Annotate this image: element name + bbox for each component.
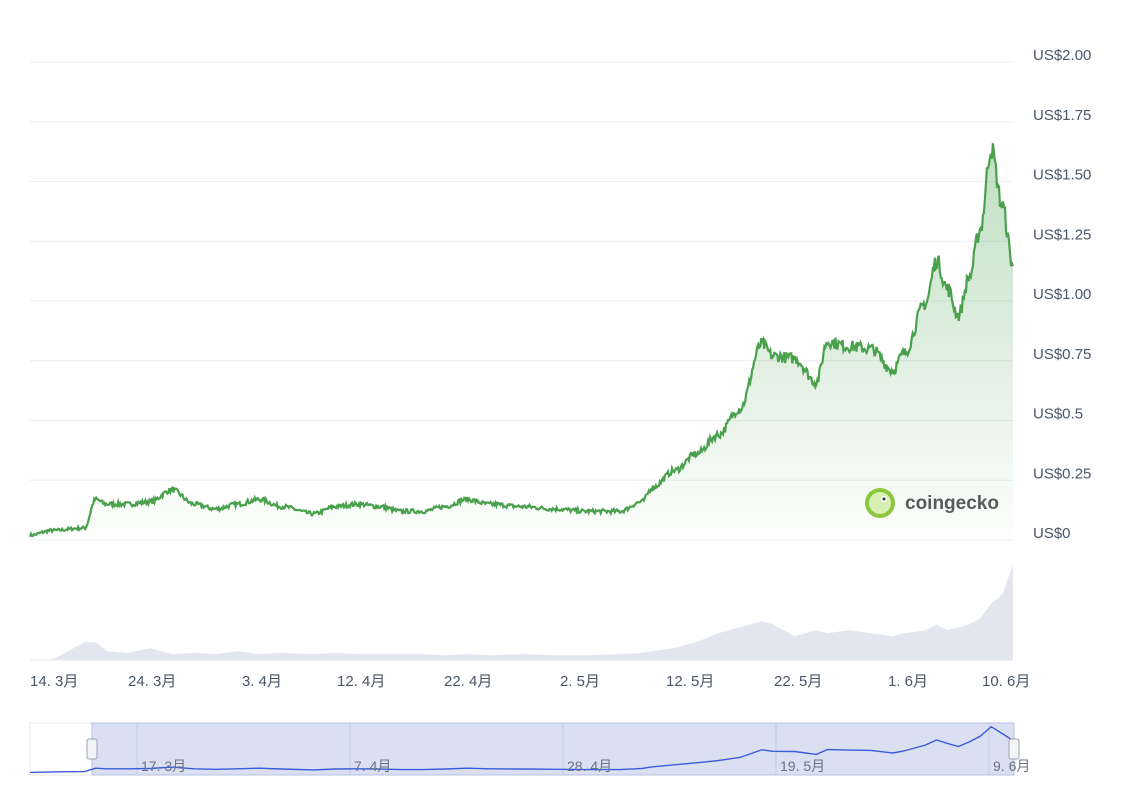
x-tick-label: 24. 3月	[128, 673, 176, 690]
y-tick-label: US$1.75	[1033, 107, 1091, 124]
navigator-tick-label: 28. 4月	[567, 758, 612, 774]
x-tick-label: 12. 5月	[666, 673, 714, 690]
navigator-left-handle[interactable]	[86, 738, 98, 760]
navigator-line	[29, 725, 1014, 774]
y-tick-label: US$0.75	[1033, 346, 1091, 363]
volume-area	[30, 565, 1013, 660]
x-tick-label: 14. 3月	[30, 673, 78, 690]
y-tick-label: US$1.50	[1033, 167, 1091, 184]
y-tick-label: US$2.00	[1033, 47, 1091, 64]
navigator-tick-label: 19. 5月	[780, 758, 825, 774]
logo-text: coingecko	[905, 493, 999, 514]
navigator-tick-label: 7. 4月	[354, 758, 391, 774]
navigator[interactable]: 17. 3月 7. 4月 28. 4月 19. 5月 9. 6月	[29, 722, 1030, 776]
price-area	[30, 143, 1013, 540]
navigator-tick-label: 9. 6月	[993, 758, 1030, 774]
y-tick-label: US$1.00	[1033, 286, 1091, 303]
x-tick-label: 22. 5月	[774, 673, 822, 690]
x-tick-label: 10. 6月	[982, 673, 1030, 690]
x-tick-label: 3. 4月	[242, 673, 282, 690]
y-tick-label: US$0.25	[1033, 465, 1091, 482]
x-tick-label: 12. 4月	[337, 673, 385, 690]
y-tick-label: US$0.5	[1033, 406, 1083, 423]
price-line	[28, 143, 1015, 538]
coingecko-logo: coingecko	[865, 488, 999, 518]
y-tick-label: US$1.25	[1033, 226, 1091, 243]
x-tick-label: 22. 4月	[444, 673, 492, 690]
x-tick-label: 1. 6月	[888, 673, 928, 690]
y-tick-label: US$0	[1033, 525, 1071, 542]
x-tick-label: 2. 5月	[560, 673, 600, 690]
navigator-right-handle[interactable]	[1008, 738, 1020, 760]
navigator-selection[interactable]	[91, 722, 1015, 776]
navigator-tick-label: 17. 3月	[141, 758, 186, 774]
